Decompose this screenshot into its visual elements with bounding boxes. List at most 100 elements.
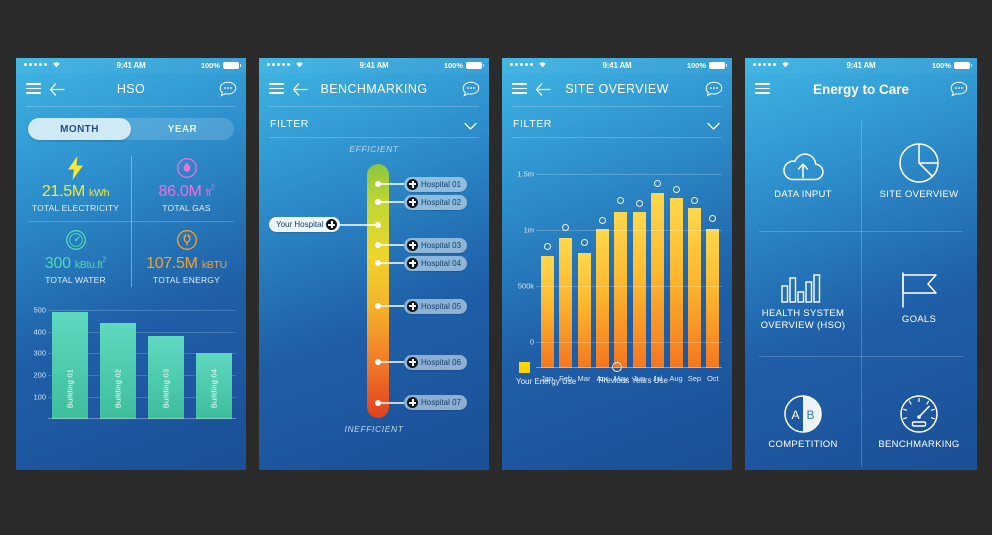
legend-swatch-circle bbox=[612, 362, 623, 372]
chat-bubble-icon[interactable] bbox=[462, 81, 480, 97]
bar-column[interactable] bbox=[669, 178, 683, 368]
bar[interactable]: Building 03 bbox=[148, 335, 184, 419]
back-arrow-icon[interactable] bbox=[292, 82, 308, 97]
chip-hospital[interactable]: Hospital 06 bbox=[404, 354, 468, 370]
chevron-down-icon[interactable] bbox=[707, 118, 720, 130]
filter-divider bbox=[269, 137, 479, 138]
chip-your-hospital[interactable]: Your Hospital bbox=[269, 217, 341, 233]
bar-column[interactable] bbox=[632, 178, 646, 368]
battery-percent: 100% bbox=[686, 61, 706, 70]
chat-bubble-icon[interactable] bbox=[705, 81, 723, 97]
menu-item-benchmarking[interactable]: BENCHMARKING bbox=[861, 356, 977, 470]
bar-column[interactable] bbox=[614, 178, 628, 368]
bar-column[interactable] bbox=[706, 178, 720, 368]
period-segmented-control[interactable]: MONTH YEAR bbox=[28, 118, 234, 140]
kpi-grid: 21.5M kWh TOTAL ELECTRICITY 86.0M ft2 TO… bbox=[16, 150, 246, 293]
x-axis-tick-label: May bbox=[613, 374, 628, 383]
bar-column[interactable] bbox=[687, 178, 701, 368]
bar[interactable]: Building 04 bbox=[196, 353, 232, 419]
filter-divider bbox=[512, 137, 722, 138]
kpi-total-water[interactable]: 300 kBtu.ft2 TOTAL WATER bbox=[20, 222, 131, 293]
previous-year-marker bbox=[654, 179, 662, 187]
segment-year[interactable]: YEAR bbox=[167, 123, 198, 135]
menu-item-hso[interactable]: HEALTH SYSTEM OVERVIEW (HSO) bbox=[745, 231, 861, 356]
y-axis-tick-label: 400 bbox=[33, 327, 46, 337]
battery-icon bbox=[954, 62, 972, 69]
plus-icon bbox=[407, 257, 418, 269]
previous-year-marker bbox=[617, 196, 625, 204]
bar[interactable]: Building 01 bbox=[52, 311, 88, 419]
nav-bar: BENCHMARKING bbox=[259, 74, 489, 106]
status-battery: 100% bbox=[932, 61, 972, 70]
gridline bbox=[536, 286, 722, 288]
chip-label: Hospital 06 bbox=[421, 357, 462, 367]
kpi-total-gas[interactable]: 86.0M ft2 TOTAL GAS bbox=[131, 150, 242, 221]
water-gauge-circle-icon bbox=[22, 227, 129, 253]
bar bbox=[577, 252, 591, 368]
y-axis-tick-label: 500k bbox=[517, 281, 534, 291]
hamburger-icon[interactable] bbox=[755, 83, 770, 97]
chevron-down-icon[interactable] bbox=[464, 118, 477, 130]
scale-top-label: EFFICIENT bbox=[349, 144, 399, 154]
leader-line bbox=[378, 401, 404, 404]
plus-icon bbox=[407, 356, 418, 368]
menu-item-goals[interactable]: GOALS bbox=[861, 231, 977, 356]
status-signal bbox=[267, 61, 304, 68]
phone-screen-benchmarking: 9:41 AM 100% BENCHMARKING FILTER bbox=[259, 58, 489, 470]
status-time: 9:41 AM bbox=[846, 61, 876, 70]
kpi-value: 300 kBtu.ft2 bbox=[44, 255, 107, 272]
bar-column[interactable] bbox=[595, 178, 609, 368]
bar-column[interactable] bbox=[651, 178, 665, 368]
chip-label: Hospital 01 bbox=[421, 179, 462, 189]
kpi-total-energy[interactable]: 107.5M kBTU TOTAL ENERGY bbox=[131, 222, 242, 293]
chip-hospital[interactable]: Hospital 02 bbox=[404, 194, 468, 210]
previous-year-marker bbox=[690, 196, 698, 204]
segment-month[interactable]: MONTH bbox=[28, 118, 131, 140]
hamburger-icon[interactable] bbox=[26, 83, 41, 97]
back-arrow-icon[interactable] bbox=[535, 82, 551, 97]
battery-icon bbox=[709, 62, 727, 69]
chip-hospital[interactable]: Hospital 04 bbox=[404, 255, 468, 271]
filter-bar[interactable]: FILTER bbox=[502, 111, 732, 137]
chip-label: Your Hospital bbox=[276, 220, 324, 230]
gridline bbox=[536, 230, 722, 232]
kpi-label: TOTAL GAS bbox=[162, 203, 211, 213]
wifi-icon bbox=[52, 61, 61, 68]
kpi-label: TOTAL ENERGY bbox=[153, 275, 220, 285]
kpi-total-electricity[interactable]: 21.5M kWh TOTAL ELECTRICITY bbox=[20, 150, 131, 221]
bar[interactable]: Building 02 bbox=[100, 322, 136, 419]
plus-icon bbox=[407, 397, 418, 409]
menu-item-data-input[interactable]: DATA INPUT bbox=[745, 106, 861, 231]
chip-hospital[interactable]: Hospital 03 bbox=[404, 237, 468, 253]
chip-hospital[interactable]: Hospital 01 bbox=[404, 176, 468, 192]
scale-bottom-label: INEFFICIENT bbox=[344, 424, 404, 434]
previous-year-marker bbox=[709, 214, 717, 222]
chip-hospital[interactable]: Hospital 05 bbox=[404, 298, 468, 314]
scale-pin bbox=[375, 221, 381, 228]
svg-text:B: B bbox=[806, 408, 814, 422]
chat-bubble-icon[interactable] bbox=[950, 81, 968, 97]
bar-column[interactable] bbox=[559, 178, 573, 368]
status-bar: 9:41 AM 100% bbox=[502, 58, 732, 74]
menu-item-site-overview[interactable]: SITE OVERVIEW bbox=[861, 106, 977, 231]
filter-bar[interactable]: FILTER bbox=[259, 111, 489, 137]
hamburger-icon[interactable] bbox=[512, 83, 527, 97]
bar bbox=[595, 229, 609, 368]
bar-column[interactable] bbox=[577, 178, 591, 368]
lightning-bolt-icon bbox=[22, 155, 129, 181]
leader-line bbox=[378, 201, 404, 204]
previous-year-marker bbox=[635, 200, 643, 208]
chip-label: Hospital 05 bbox=[421, 301, 462, 311]
hamburger-icon[interactable] bbox=[269, 83, 284, 97]
menu-item-label: GOALS bbox=[901, 314, 937, 326]
back-arrow-icon[interactable] bbox=[49, 82, 65, 97]
y-axis-tick-label: 500 bbox=[33, 305, 46, 315]
bar bbox=[632, 211, 646, 368]
menu-item-label: BENCHMARKING bbox=[878, 439, 960, 451]
status-signal bbox=[510, 61, 547, 68]
gridline bbox=[48, 331, 236, 333]
chat-bubble-icon[interactable] bbox=[219, 81, 237, 97]
chip-hospital[interactable]: Hospital 07 bbox=[404, 395, 468, 411]
bar-column[interactable] bbox=[540, 178, 554, 368]
